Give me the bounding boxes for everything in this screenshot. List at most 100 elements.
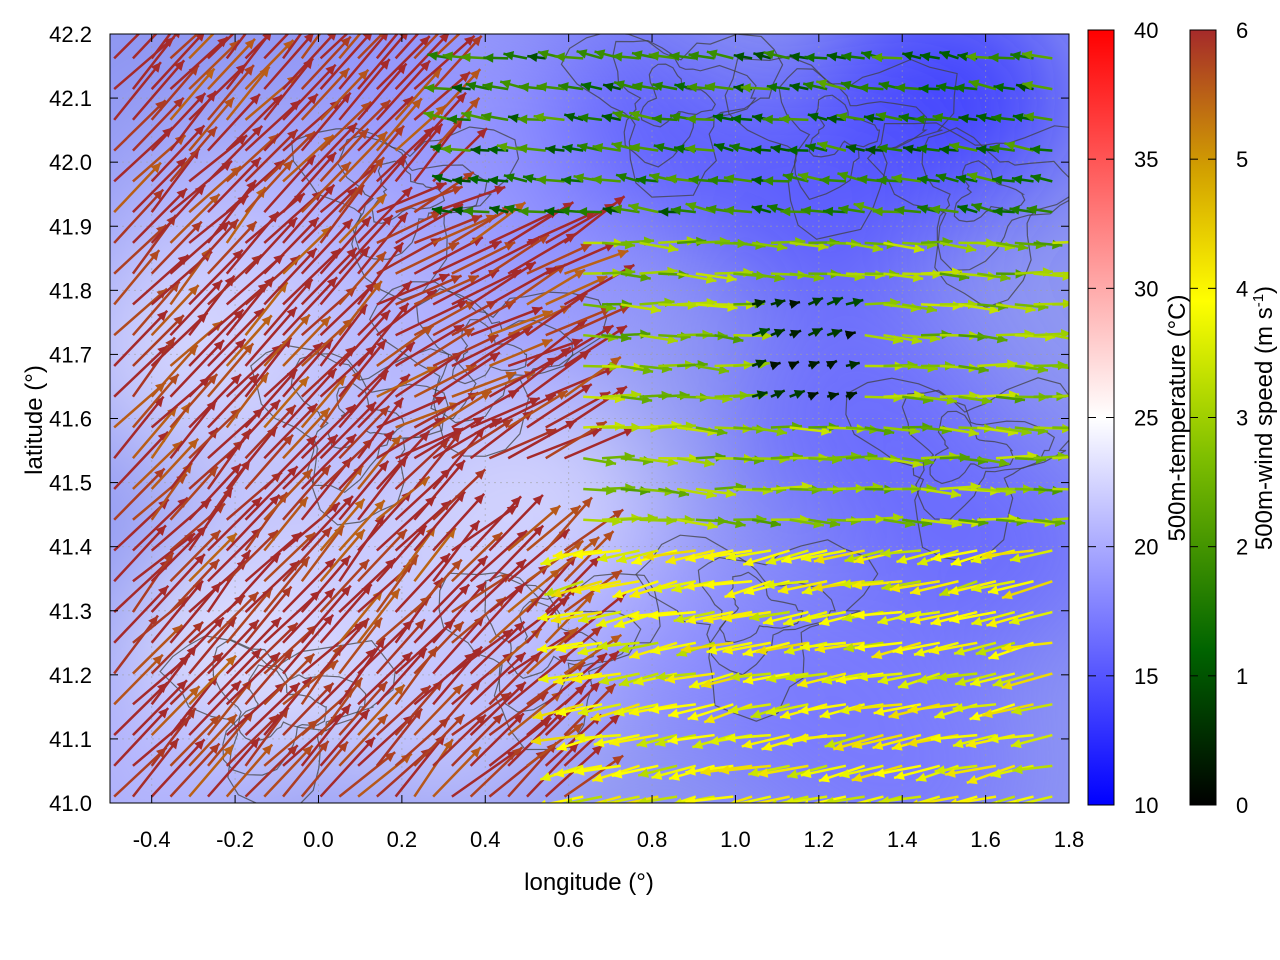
wind-arrow [300,345,357,398]
wind-arrow [244,531,303,583]
wind-arrow-head [471,35,482,47]
wind-arrow [580,81,603,92]
wind-arrow [263,434,318,490]
wind-arrow [188,338,247,398]
wind-arrow-head [706,204,717,215]
wind-arrow-shaft [263,375,310,429]
wind-arrow [1022,80,1053,91]
wind-arrow-head [589,583,601,593]
wind-arrow-shaft [300,34,322,60]
wind-arrow-head [320,316,331,328]
wind-arrow-shaft [526,318,588,367]
wind-arrow-head [840,80,852,90]
wind-arrow-shaft [432,240,503,275]
wind-arrow [787,360,800,371]
wind-arrow-shaft [563,530,615,583]
wind-arrow-head [492,713,503,725]
wind-arrow [282,740,330,798]
wind-arrow-head [374,5,384,16]
y-tick-label: 41.3 [49,599,92,624]
wind-arrow-shaft [432,389,493,429]
wind-arrow-head [287,129,298,140]
wind-arrow-head [592,773,604,783]
wind-arrow-shaft [188,407,242,460]
wind-arrow [766,82,790,93]
wind-arrow [440,144,471,154]
wind-arrow [826,114,847,124]
wind-arrow [451,531,504,583]
wind-arrow [916,144,940,154]
wind-arrow [804,52,828,63]
wind-arrow [244,744,299,798]
wind-colorbar-title-end: ) [1251,286,1278,294]
wind-arrow [432,34,483,90]
wind-arrow-head [504,204,515,214]
wind-arrow-head [608,651,619,662]
wind-arrow [357,95,414,152]
wind-arrow-head [578,113,589,123]
wind-arrow-head [839,769,850,779]
wind-arrow [131,34,180,90]
wind-arrow-head [857,672,868,682]
wind-arrow [1052,394,1069,398]
wind-arrow-head [774,298,786,308]
wind-arrow [432,519,481,583]
wind-arrow [992,206,1015,217]
wind-arrow [854,610,903,620]
wind-arrow-head [957,204,969,214]
wind-arrow-head [878,81,890,91]
wind-arrow-shaft [563,324,628,368]
wind-arrow-head [851,739,863,750]
wind-arrow [244,39,295,90]
wind-arrow [753,51,772,61]
wind-arrow-head [655,671,666,682]
wind-arrow-head [766,82,778,93]
wind-arrow [503,51,528,61]
wind-arrow-head [453,7,463,18]
wind-arrow-head [854,610,865,620]
wind-arrow [725,733,771,743]
wind-colorbar-title: 500m-wind speed (m s-1) [1250,286,1278,550]
wind-arrow-shaft [244,39,295,90]
wind-arrow-shaft [207,373,260,429]
wind-arrow-shaft [132,624,184,675]
wind-arrow [826,328,843,338]
wind-arrow-shaft [319,162,381,214]
wind-arrow [376,181,448,214]
wind-arrow-shaft [507,741,558,798]
wind-arrow-shaft [132,187,188,244]
wind-arrow [263,341,324,398]
wind-arrow [865,145,884,155]
wind-arrow-shaft [526,661,586,706]
wind-arrow-shaft [507,528,571,583]
wind-arrow [815,79,847,91]
wind-arrow-shaft [263,34,290,60]
wind-arrow [789,329,802,339]
wind-arrow [944,764,997,778]
wind-arrow-shaft [432,185,506,214]
wind-arrow-head [763,49,775,60]
wind-arrow [612,110,640,122]
wind-arrow-head [969,711,981,721]
wind-arrow-head [177,497,188,508]
wind-arrow-head [391,435,401,447]
wind-arrow-shaft [488,208,560,245]
wind-arrow [818,764,866,783]
wind-arrow-head [323,614,334,626]
wind-arrow-head [541,339,553,348]
wind-arrow-head [226,10,236,20]
wind-arrow [971,610,1016,626]
wind-arrow-head [564,112,576,122]
wind-arrow-head [362,34,372,41]
wind-arrow-shaft [375,97,423,152]
wind-arrow-head [673,614,685,624]
wind-arrow [376,273,451,306]
wind-arrow-head [811,328,823,337]
wind-arrow [595,610,640,628]
wind-arrow-head [1023,112,1035,122]
wind-arrow-head [713,142,725,152]
wind-arrow-head [195,93,206,104]
wind-arrow-head [881,582,893,592]
wind-arrow [648,703,696,714]
wind-arrow-head [907,704,918,714]
